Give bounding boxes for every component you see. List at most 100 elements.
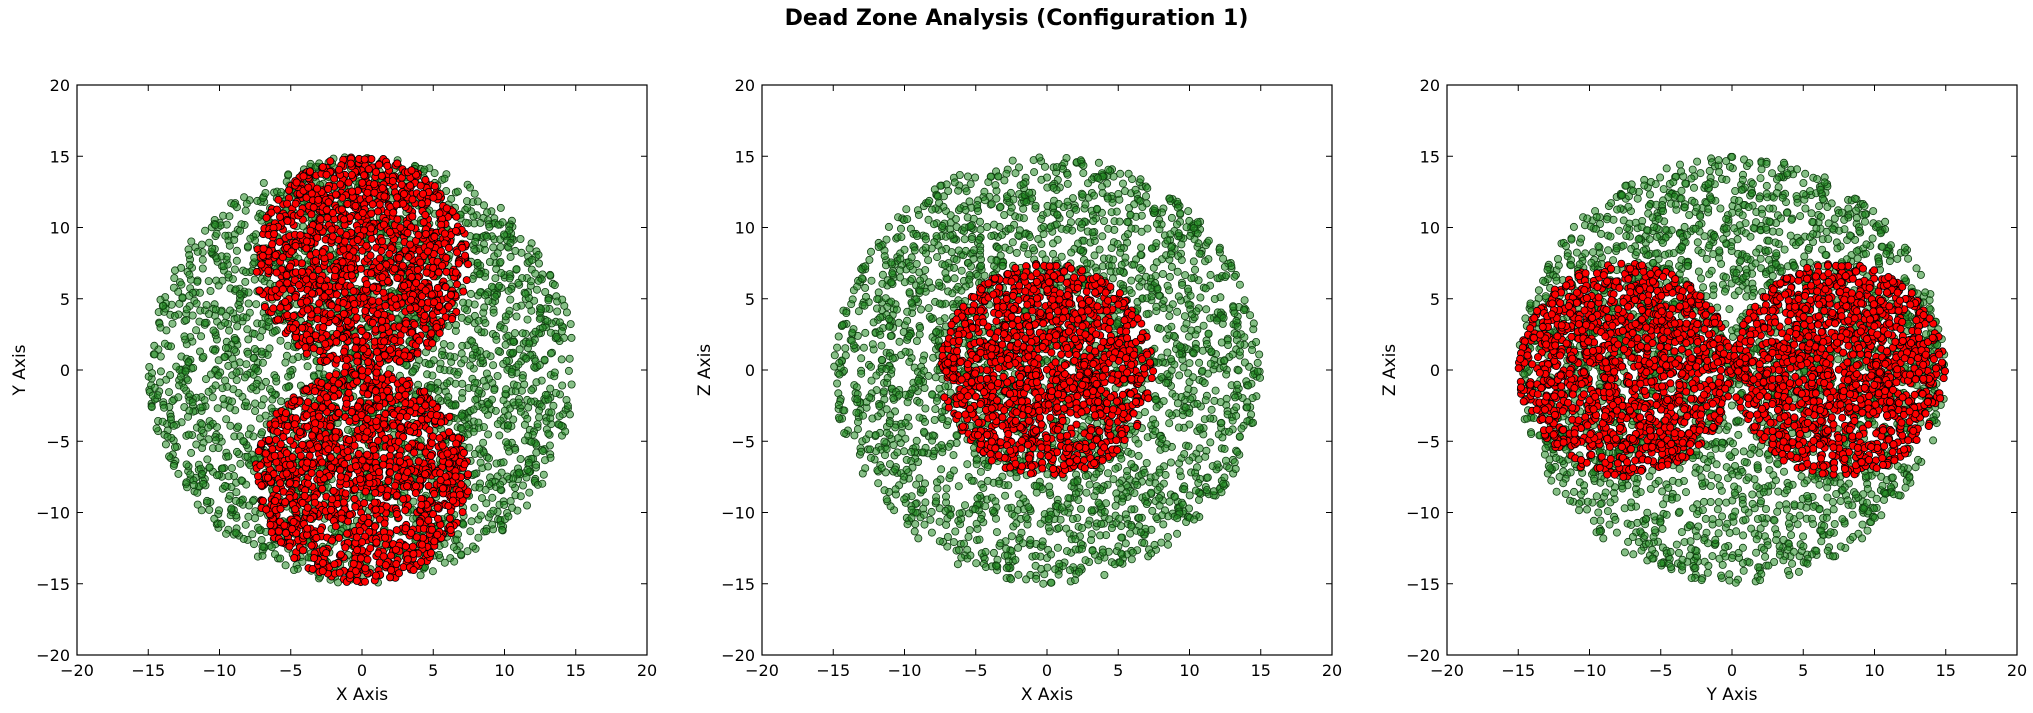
dead-zone-point (318, 567, 327, 576)
outer-point (488, 493, 497, 502)
outer-point (496, 203, 505, 212)
dead-zone-point (406, 295, 415, 304)
dead-zone-point (362, 241, 371, 250)
dead-zone-point (375, 262, 384, 271)
dead-zone-point (430, 489, 439, 498)
outer-point (528, 255, 537, 264)
outer-point (174, 393, 183, 402)
outer-point (504, 286, 513, 295)
outer-point (471, 395, 480, 404)
outer-point (444, 322, 453, 331)
outer-point (482, 499, 491, 508)
dead-zone-point (421, 286, 430, 295)
dead-zone-point (418, 292, 427, 301)
outer-point (197, 332, 206, 341)
outer-point (182, 315, 191, 324)
dead-zone-point (359, 345, 368, 354)
dead-zone-point (311, 248, 320, 257)
outer-point (221, 231, 230, 240)
dead-zone-series (251, 153, 473, 587)
outer-point (458, 341, 467, 350)
dead-zone-point (381, 434, 390, 443)
outer-point (178, 293, 187, 302)
dead-zone-point (421, 229, 430, 238)
dead-zone-point (328, 495, 337, 504)
outer-point (495, 281, 504, 290)
outer-point (475, 445, 484, 454)
dead-zone-point (303, 398, 312, 407)
dead-zone-point (299, 172, 308, 181)
outer-point (479, 201, 488, 210)
dead-zone-point (429, 263, 438, 272)
outer-point (483, 232, 492, 241)
outer-point (166, 342, 175, 351)
outer-point (220, 353, 229, 362)
dead-zone-point (379, 552, 388, 561)
outer-point (505, 306, 514, 315)
dead-zone-point (314, 195, 323, 204)
outer-point (182, 305, 191, 314)
outer-point (509, 348, 518, 357)
dead-zone-point (351, 201, 360, 210)
dead-zone-point (430, 232, 439, 241)
outer-point (440, 366, 449, 375)
outer-point (227, 464, 236, 473)
dead-zone-point (373, 309, 382, 318)
outer-point (214, 506, 223, 515)
outer-point (170, 311, 179, 320)
outer-point (409, 497, 418, 506)
dead-zone-point (291, 199, 300, 208)
outer-point (174, 469, 183, 478)
outer-point (496, 480, 505, 489)
outer-point (250, 275, 259, 284)
dead-zone-point (379, 220, 388, 229)
outer-point (451, 379, 460, 388)
outer-point (514, 398, 523, 407)
outer-point (230, 235, 239, 244)
dead-zone-point (428, 399, 437, 408)
outer-point (440, 558, 449, 567)
outer-point (203, 455, 212, 464)
dead-zone-point (331, 190, 340, 199)
outer-point (514, 360, 523, 369)
dead-zone-point (403, 555, 412, 564)
outer-point (465, 183, 474, 192)
dead-zone-point (347, 170, 356, 179)
outer-point (470, 503, 479, 512)
dead-zone-point (413, 265, 422, 274)
dead-zone-point (350, 485, 359, 494)
dead-zone-point (288, 453, 297, 462)
dead-zone-point (371, 571, 380, 580)
outer-point (541, 287, 550, 296)
outer-point (470, 378, 479, 387)
dead-zone-point (408, 542, 417, 551)
dead-zone-point (359, 383, 368, 392)
outer-point (252, 379, 261, 388)
outer-point (541, 390, 550, 399)
dead-zone-point (410, 320, 419, 329)
dead-zone-point (290, 554, 299, 563)
outer-point (535, 361, 544, 370)
outer-point (188, 311, 197, 320)
dead-zone-point (451, 268, 460, 277)
dead-zone-point (463, 470, 472, 479)
dead-zone-point (314, 265, 323, 274)
dead-zone-point (318, 484, 327, 493)
outer-point (230, 432, 239, 441)
dead-zone-point (310, 498, 319, 507)
outer-point (270, 550, 279, 559)
dead-zone-point (270, 451, 279, 460)
outer-point (201, 375, 210, 384)
dead-zone-point (413, 349, 422, 358)
outer-point (550, 281, 559, 290)
dead-zone-point (301, 343, 310, 352)
dead-zone-point (415, 336, 424, 345)
dead-zone-point (392, 509, 401, 518)
outer-point (494, 346, 503, 355)
outer-point (164, 388, 173, 397)
outer-point (183, 376, 192, 385)
dead-zone-point (275, 237, 284, 246)
dead-zone-point (298, 546, 307, 555)
dead-zone-point (386, 345, 395, 354)
outer-point (512, 265, 521, 274)
